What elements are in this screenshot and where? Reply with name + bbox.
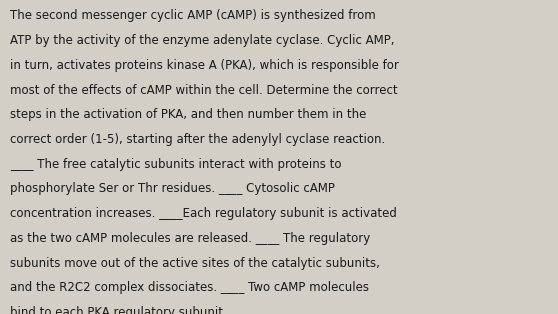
- Text: The second messenger cyclic AMP (cAMP) is synthesized from: The second messenger cyclic AMP (cAMP) i…: [10, 9, 376, 22]
- Text: as the two cAMP molecules are released. ____ The regulatory: as the two cAMP molecules are released. …: [10, 232, 371, 245]
- Text: in turn, activates proteins kinase A (PKA), which is responsible for: in turn, activates proteins kinase A (PK…: [10, 59, 399, 72]
- Text: and the R2C2 complex dissociates. ____ Two cAMP molecules: and the R2C2 complex dissociates. ____ T…: [10, 281, 369, 294]
- Text: phosphorylate Ser or Thr residues. ____ Cytosolic cAMP: phosphorylate Ser or Thr residues. ____ …: [10, 182, 335, 196]
- Text: bind to each PKA regulatory subunit.: bind to each PKA regulatory subunit.: [10, 306, 227, 314]
- Text: subunits move out of the active sites of the catalytic subunits,: subunits move out of the active sites of…: [10, 257, 380, 270]
- Text: most of the effects of cAMP within the cell. Determine the correct: most of the effects of cAMP within the c…: [10, 84, 398, 97]
- Text: ____ The free catalytic subunits interact with proteins to: ____ The free catalytic subunits interac…: [10, 158, 341, 171]
- Text: ATP by the activity of the enzyme adenylate cyclase. Cyclic AMP,: ATP by the activity of the enzyme adenyl…: [10, 34, 395, 47]
- Text: concentration increases. ____Each regulatory subunit is activated: concentration increases. ____Each regula…: [10, 207, 397, 220]
- Text: correct order (1-5), starting after the adenylyl cyclase reaction.: correct order (1-5), starting after the …: [10, 133, 385, 146]
- Text: steps in the activation of PKA, and then number them in the: steps in the activation of PKA, and then…: [10, 108, 367, 121]
